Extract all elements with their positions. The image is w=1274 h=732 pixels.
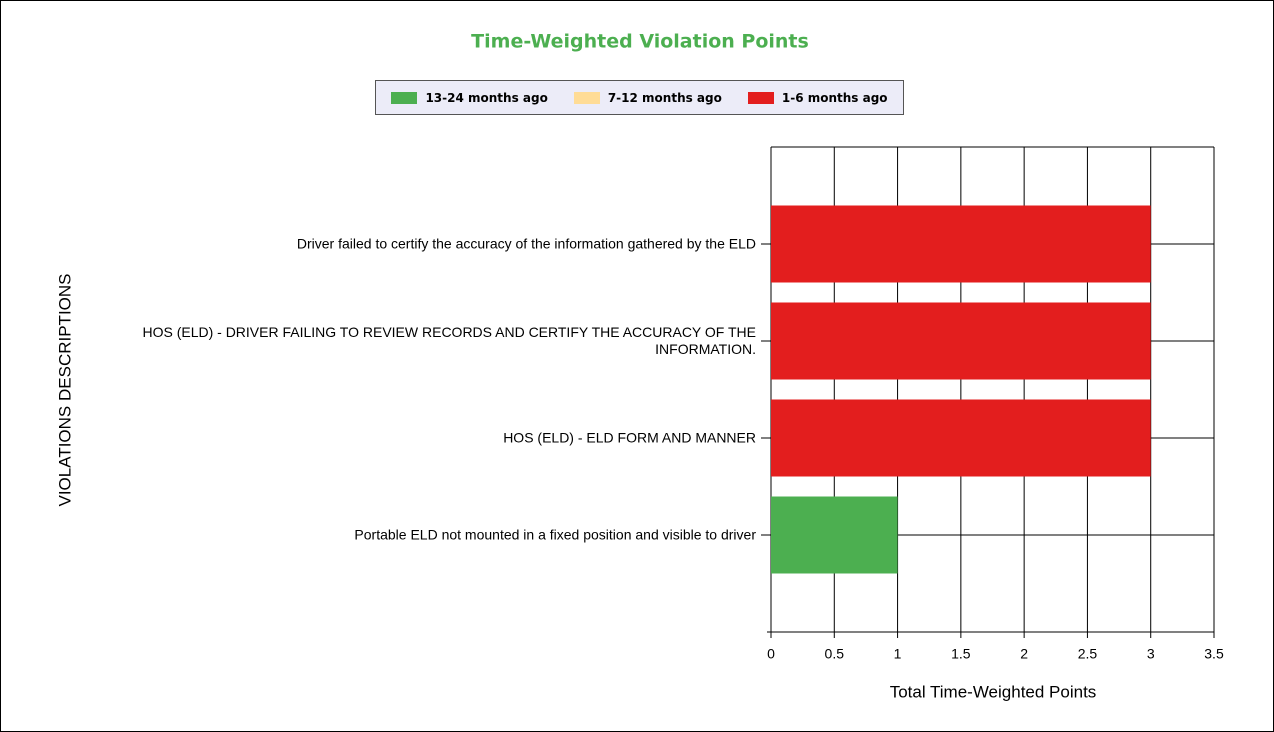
legend-item: 1-6 months ago [747,90,888,105]
legend-label: 1-6 months ago [781,90,888,105]
x-axis-label: Total Time-Weighted Points [890,682,1097,701]
x-tick-label: 2.5 [1078,646,1098,662]
legend-swatch [747,91,774,104]
x-tick-label: 1.5 [951,646,971,662]
bar-segment [771,399,1151,477]
bar-segment [771,205,1151,283]
category-label: HOS (ELD) - DRIVER FAILING TO REVIEW REC… [142,324,756,357]
legend-item: 7-12 months ago [573,90,722,105]
legend-swatch [391,91,418,104]
x-tick-label: 0.5 [825,646,845,662]
x-tick-label: 3 [1147,646,1155,662]
legend: 13-24 months ago 7-12 months ago 1-6 month… [375,80,904,115]
legend-item: 13-24 months ago [391,90,548,105]
x-tick-label: 2 [1020,646,1028,662]
x-tick-label: 3.5 [1204,646,1224,662]
chart-title: Time-Weighted Violation Points [471,31,809,53]
category-label: HOS (ELD) - ELD FORM AND MANNER [503,429,756,446]
y-axis-label: VIOLATIONS DESCRIPTIONS [55,273,74,506]
legend-label: 7-12 months ago [607,90,722,105]
x-tick-label: 1 [894,646,902,662]
bar-segment [771,496,898,574]
category-label: Driver failed to certify the accuracy of… [296,235,756,252]
x-tick-label: 0 [767,646,775,662]
legend-swatch [573,91,600,104]
legend-label: 13-24 months ago [425,90,548,105]
bar-segment [771,302,1151,380]
category-label: Portable ELD not mounted in a fixed posi… [354,526,756,543]
